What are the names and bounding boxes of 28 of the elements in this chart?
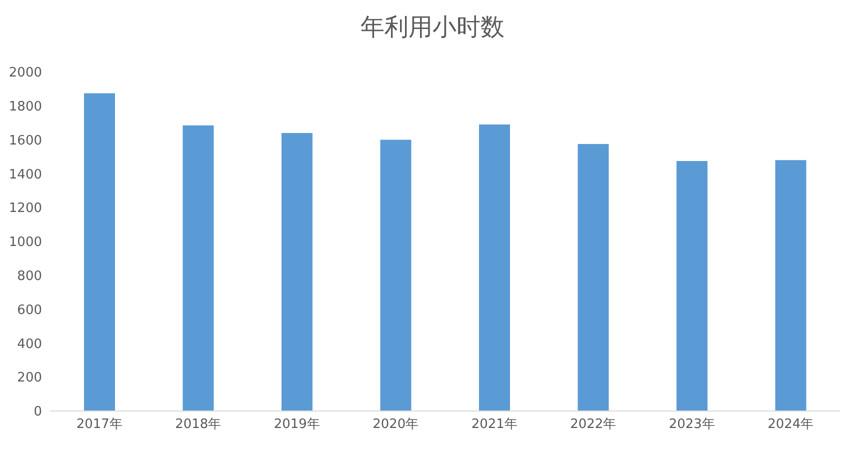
x-tick-label: 2018年 [175,417,222,432]
y-tick-label: 0 [34,404,42,420]
x-tick-label: 2017年 [76,417,122,432]
bar [380,140,412,411]
chart-title: 年利用小时数 [360,12,506,42]
x-tick-label: 2020年 [372,417,419,432]
y-tick-label: 1200 [8,201,42,216]
bar [282,133,312,411]
y-tick-label: 1800 [8,100,42,115]
y-tick-label: 1000 [8,235,42,250]
y-tick-label: 600 [17,302,42,318]
y-tick-label: 800 [17,269,42,284]
x-tick-label: 2024年 [768,417,814,432]
x-tick-label: 2021年 [471,417,518,432]
y-tick-label: 1400 [8,167,42,182]
bar [182,125,214,411]
y-tick-label: 200 [17,370,42,386]
bar [479,124,510,411]
y-tick-label: 2000 [8,66,42,81]
y-tick-label: 1600 [8,133,42,148]
bar [676,160,708,411]
x-tick-label: 2019年 [274,417,320,432]
bar [84,93,115,411]
bar [775,160,806,411]
y-tick-label: 400 [17,336,42,352]
x-tick-label: 2023年 [668,417,715,432]
bar [578,144,609,411]
x-tick-label: 2022年 [570,417,616,432]
